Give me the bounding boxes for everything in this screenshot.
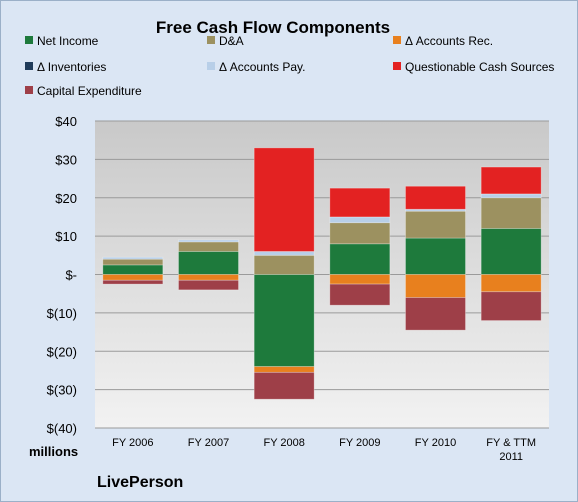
- legend-swatch: [207, 36, 215, 44]
- y-axis: $40 $30 $20 $10 $- $(10) $(20) $(30) $(40): [47, 114, 77, 436]
- bar-delta-accounts-rec: [480, 274, 542, 293]
- y-tick-label: $(20): [47, 344, 77, 359]
- bar-d-a: [178, 241, 239, 252]
- bar-stack-fy-2006: [102, 256, 164, 285]
- y-tick-label: $10: [55, 229, 77, 244]
- x-tick-label: FY 2009: [339, 437, 380, 449]
- legend-label: Net Income: [37, 34, 99, 48]
- y-tick-label: $-: [65, 268, 77, 283]
- bar-delta-accounts-rec: [329, 274, 391, 285]
- legend-label: Δ Accounts Pay.: [219, 60, 306, 74]
- bar-delta-accounts-rec: [405, 274, 466, 298]
- legend-label: Δ Accounts Rec.: [405, 34, 493, 48]
- bar-net-income: [329, 243, 391, 275]
- legend-label: Capital Expenditure: [37, 84, 142, 98]
- bar-d-a: [405, 210, 466, 239]
- legend-swatch: [25, 36, 33, 44]
- legend-label: Δ Inventories: [37, 60, 106, 74]
- bar-stack-fy-2010: [405, 185, 466, 331]
- y-tick-label: $40: [55, 114, 77, 129]
- legend-item-d-a: D&A: [207, 34, 244, 48]
- bar-stack-fy-ttm-2011: [480, 166, 542, 321]
- x-axis: FY 2006 FY 2007 FY 2008 FY 2009 FY 2010 FY & …: [112, 437, 536, 463]
- legend-swatch: [25, 86, 33, 94]
- bar-net-income: [102, 264, 164, 275]
- bar-capital-expenditure: [102, 279, 164, 285]
- company-label: LivePerson: [97, 474, 183, 491]
- legend-swatch: [25, 62, 33, 70]
- legend-label: D&A: [219, 34, 244, 48]
- legend-label: Questionable Cash Sources: [405, 60, 554, 74]
- bar-capital-expenditure: [253, 371, 315, 400]
- y-tick-label: $(40): [47, 421, 77, 436]
- bar-questionable-cash-sources: [480, 166, 542, 195]
- y-tick-label: $(30): [47, 383, 77, 398]
- legend-item-delta-inventories: Δ Inventories: [25, 60, 106, 74]
- x-tick-label: FY & TTM 2011: [486, 437, 536, 463]
- y-tick-label: $30: [55, 152, 77, 167]
- chart-title: Free Cash Flow Components: [156, 18, 390, 37]
- legend-item-net-income: Net Income: [25, 34, 99, 48]
- bar-questionable-cash-sources: [253, 147, 315, 252]
- bar-d-a: [480, 197, 542, 229]
- bar-capital-expenditure: [480, 291, 542, 321]
- legend-item-delta-accounts-pay: Δ Accounts Pay.: [207, 60, 306, 74]
- bar-d-a: [102, 258, 164, 266]
- bar-stack-fy-2008: [253, 147, 315, 400]
- legend-swatch: [207, 62, 215, 70]
- bar-capital-expenditure: [405, 297, 466, 331]
- bar-d-a: [253, 254, 315, 275]
- y-tick-label: $(10): [47, 306, 77, 321]
- plot-area: [95, 120, 549, 429]
- units-label: millions: [29, 444, 78, 459]
- bar-net-income: [405, 237, 466, 275]
- bar-capital-expenditure: [178, 279, 239, 291]
- legend-item-questionable-cash-sources: Questionable Cash Sources: [393, 60, 554, 74]
- bar-delta-accounts-pay: [480, 193, 542, 199]
- legend: Net Income D&A Δ Accounts Rec. Δ Inventorie…: [25, 34, 554, 98]
- bar-delta-accounts-pay: [253, 251, 315, 256]
- bar-delta-accounts-rec: [253, 366, 315, 373]
- legend-item-delta-accounts-rec: Δ Accounts Rec.: [393, 34, 493, 48]
- bar-delta-accounts-rec: [178, 274, 239, 281]
- legend-item-capital-expenditure: Capital Expenditure: [25, 84, 142, 98]
- bar-stack-fy-2009: [329, 187, 391, 306]
- bar-questionable-cash-sources: [405, 185, 466, 210]
- bar-net-income: [178, 251, 239, 275]
- bar-questionable-cash-sources: [329, 187, 391, 218]
- bar-net-income: [253, 274, 315, 367]
- x-tick-label: FY 2006: [112, 437, 153, 449]
- y-tick-label: $20: [55, 191, 77, 206]
- bar-delta-accounts-pay: [329, 216, 391, 224]
- bar-stack-fy-2007: [178, 239, 239, 291]
- bar-delta-accounts-rec: [102, 274, 164, 281]
- bar-delta-accounts-pay: [102, 256, 164, 260]
- x-tick-label: FY 2007: [188, 437, 229, 449]
- legend-swatch: [393, 36, 401, 44]
- x-tick-label: FY 2008: [263, 437, 304, 449]
- legend-swatch: [393, 62, 401, 70]
- x-tick-label: FY 2010: [415, 437, 456, 449]
- bar-delta-accounts-pay: [178, 239, 239, 243]
- bar-net-income: [480, 228, 542, 275]
- bar-d-a: [329, 222, 391, 245]
- bar-capital-expenditure: [329, 283, 391, 306]
